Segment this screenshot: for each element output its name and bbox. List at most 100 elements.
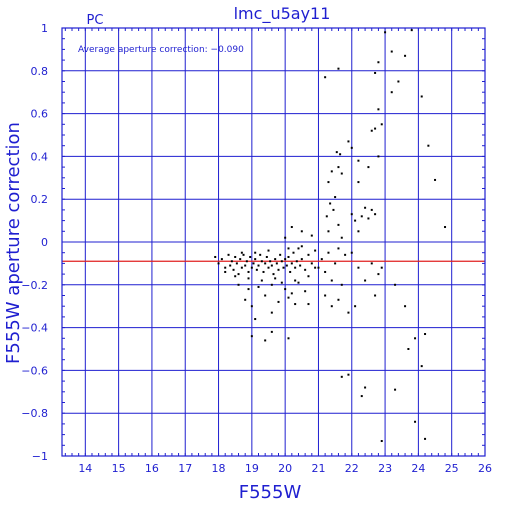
data-point (244, 264, 247, 267)
x-tick-label: 22 (345, 462, 359, 475)
data-point (284, 288, 287, 291)
data-point (257, 285, 260, 288)
data-point (254, 251, 257, 254)
data-point (364, 206, 367, 209)
data-point (374, 71, 377, 74)
data-point (307, 253, 310, 256)
data-point (324, 294, 327, 297)
y-tick-label: 0.4 (31, 150, 49, 163)
data-point (310, 262, 313, 265)
data-point (275, 262, 278, 265)
data-point (337, 247, 340, 250)
data-point (297, 247, 300, 250)
data-point (340, 283, 343, 286)
data-point (274, 277, 277, 280)
data-point (339, 153, 342, 156)
data-point (377, 61, 380, 64)
data-point (290, 292, 293, 295)
data-point (325, 215, 328, 218)
data-point (390, 50, 393, 53)
data-point (264, 339, 267, 342)
data-point (217, 262, 220, 265)
data-point (297, 281, 300, 284)
data-point (380, 440, 383, 443)
data-point (324, 270, 327, 273)
data-point (264, 294, 267, 297)
y-tick-label: 0.6 (31, 108, 49, 121)
data-point (292, 251, 295, 254)
data-point (284, 258, 287, 261)
data-point (367, 166, 370, 169)
corner-label: PC (87, 13, 104, 28)
data-point (347, 311, 350, 314)
data-point (354, 219, 357, 222)
data-point (254, 258, 257, 261)
data-point (279, 253, 282, 256)
data-point (327, 230, 330, 233)
y-tick-label: 0 (41, 236, 48, 249)
data-point (289, 270, 292, 273)
data-point (420, 95, 423, 98)
data-point (282, 266, 285, 269)
data-point (259, 253, 262, 256)
data-point (250, 266, 253, 269)
data-point (304, 268, 307, 271)
x-tick-label: 26 (478, 462, 492, 475)
data-point (265, 255, 268, 258)
data-point (414, 337, 417, 340)
data-point (274, 258, 277, 261)
data-point (377, 155, 380, 158)
data-point (235, 262, 238, 265)
data-point (294, 266, 297, 269)
data-point (239, 258, 242, 261)
data-point (237, 273, 240, 276)
grid-lines (62, 27, 486, 457)
data-point (420, 365, 423, 368)
data-point (407, 348, 410, 350)
data-point (357, 266, 360, 269)
data-point (357, 181, 360, 184)
data-point (300, 230, 303, 233)
y-tick-label: 1 (41, 22, 48, 35)
data-point (260, 279, 263, 282)
data-point (234, 275, 237, 278)
data-point (364, 279, 367, 282)
data-point (287, 337, 290, 340)
data-point (380, 266, 383, 269)
data-point (317, 266, 320, 269)
data-point (444, 226, 447, 229)
data-point (300, 258, 303, 261)
data-point (330, 279, 333, 282)
data-point (245, 260, 248, 263)
y-tick-label: −1 (32, 450, 48, 463)
data-point (307, 275, 310, 278)
data-point (350, 213, 353, 216)
data-point (272, 273, 275, 276)
x-tick-label: 25 (445, 462, 459, 475)
data-point (410, 29, 413, 32)
data-point (310, 234, 313, 237)
data-point (394, 283, 397, 286)
data-point (314, 249, 317, 252)
y-tick-labels: −1 −0.8 −0.6 −0.4 −0.2 0 0.2 0.4 0.6 0.8 1 (21, 22, 48, 463)
x-tick-label: 21 (311, 462, 325, 475)
data-point (329, 202, 332, 205)
data-point (220, 258, 223, 261)
data-point (304, 290, 307, 293)
data-point (332, 208, 335, 211)
data-point (330, 305, 333, 308)
data-point (354, 305, 357, 308)
data-point (320, 258, 323, 261)
y-axis-label: F555W aperture correction (3, 122, 24, 364)
data-point (249, 255, 252, 258)
data-point (314, 266, 317, 269)
data-point (244, 298, 247, 301)
x-axis-label: F555W (239, 482, 302, 503)
data-points (214, 29, 447, 443)
data-point (374, 213, 377, 216)
data-point (424, 437, 427, 440)
x-tick-label: 16 (145, 462, 159, 475)
data-point (390, 91, 393, 94)
data-point (252, 262, 255, 265)
data-point (377, 108, 380, 111)
